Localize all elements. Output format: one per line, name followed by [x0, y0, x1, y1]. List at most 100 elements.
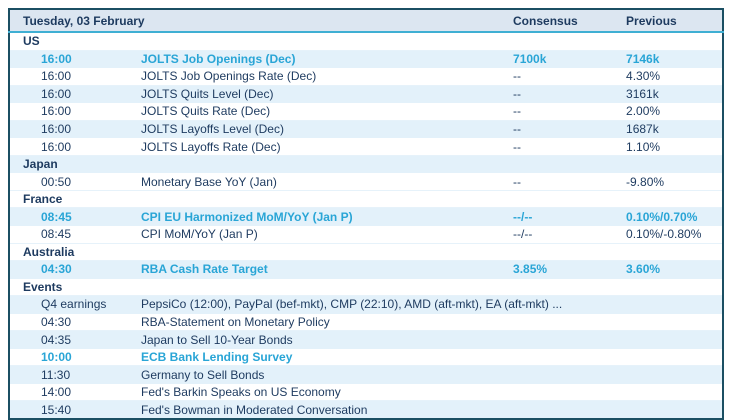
event-row: 00:50 Monetary Base YoY (Jan) -- -9.80%	[9, 172, 724, 191]
section-row: France	[9, 190, 724, 209]
previous-cell: -9.80%	[626, 172, 724, 191]
section-label: France	[9, 190, 724, 209]
time-cell: Q4 earnings	[9, 295, 141, 314]
event-cell: JOLTS Layoffs Rate (Dec)	[141, 137, 514, 156]
event-cell: Germany to Sell Bonds	[141, 365, 514, 384]
section-row: Events	[9, 278, 724, 297]
previous-cell: 3.60%	[626, 260, 724, 279]
time-cell: 16:00	[9, 67, 141, 86]
consensus-cell: --	[513, 102, 627, 121]
event-row: 10:00 ECB Bank Lending Survey	[9, 348, 724, 367]
section-label: Australia	[9, 243, 724, 262]
previous-cell	[626, 348, 724, 367]
section-label: US	[9, 32, 724, 51]
previous-column-header: Previous	[626, 9, 724, 33]
time-cell: 04:30	[9, 313, 141, 332]
previous-cell	[626, 365, 724, 384]
time-cell: 16:00	[9, 50, 141, 69]
time-cell: 08:45	[9, 207, 141, 227]
consensus-cell	[513, 330, 627, 349]
event-row: 16:00 JOLTS Quits Level (Dec) -- 3161k	[9, 85, 724, 104]
consensus-cell: 3.85%	[513, 260, 627, 279]
previous-cell: 0.10%/-0.80%	[626, 225, 724, 244]
time-cell: 00:50	[9, 172, 141, 191]
consensus-cell: 7100k	[513, 50, 627, 69]
event-cell: RBA Cash Rate Target	[141, 260, 514, 279]
event-cell: Fed's Bowman in Moderated Conversation	[141, 400, 514, 420]
consensus-cell: --/--	[513, 207, 627, 227]
event-cell: JOLTS Quits Level (Dec)	[141, 85, 514, 104]
consensus-cell	[513, 383, 627, 402]
previous-cell: 1.10%	[626, 137, 724, 156]
time-cell: 16:00	[9, 120, 141, 139]
page: { "header": { "title": "Tuesday, 03 Febr…	[8, 8, 725, 420]
event-cell: Monetary Base YoY (Jan)	[141, 172, 514, 191]
event-cell: JOLTS Quits Rate (Dec)	[141, 102, 514, 121]
consensus-cell: --	[513, 172, 627, 191]
event-row: 04:30 RBA Cash Rate Target 3.85% 3.60%	[9, 260, 724, 279]
header-row: Tuesday, 03 February Consensus Previous	[9, 9, 724, 33]
event-cell: JOLTS Job Openings Rate (Dec)	[141, 67, 514, 86]
event-row: 08:45 CPI MoM/YoY (Jan P) --/-- 0.10%/-0.80…	[9, 225, 724, 244]
consensus-column-header: Consensus	[513, 9, 627, 33]
consensus-cell	[513, 348, 627, 367]
consensus-cell: --	[513, 67, 627, 86]
time-cell: 16:00	[9, 102, 141, 121]
event-cell: RBA-Statement on Monetary Policy	[141, 313, 514, 332]
section-label: Events	[9, 278, 724, 297]
consensus-cell	[513, 365, 627, 384]
consensus-cell: --	[513, 85, 627, 104]
event-cell: Fed's Barkin Speaks on US Economy	[141, 383, 514, 402]
previous-cell	[626, 330, 724, 349]
section-label: Japan	[9, 155, 724, 174]
time-cell: 14:00	[9, 383, 141, 402]
event-row: 16:00 JOLTS Layoffs Level (Dec) -- 1687k	[9, 120, 724, 139]
event-row: 04:30 RBA-Statement on Monetary Policy	[9, 313, 724, 332]
consensus-cell	[513, 400, 627, 420]
section-row: US	[9, 32, 724, 51]
event-cell: CPI MoM/YoY (Jan P)	[141, 225, 514, 244]
time-cell: 16:00	[9, 137, 141, 156]
event-row: 16:00 JOLTS Quits Rate (Dec) -- 2.00%	[9, 102, 724, 121]
previous-cell	[626, 400, 724, 420]
event-cell: PepsiCo (12:00), PayPal (bef-mkt), CMP (…	[141, 295, 724, 314]
event-row: 16:00 JOLTS Job Openings (Dec) 7100k 7146k	[9, 50, 724, 69]
time-cell: 08:45	[9, 225, 141, 244]
calendar-body: US 16:00 JOLTS Job Openings (Dec) 7100k 7146…	[9, 32, 724, 420]
event-row: 08:45 CPI EU Harmonized MoM/YoY (Jan P) --…	[9, 207, 724, 227]
event-cell: ECB Bank Lending Survey	[141, 348, 514, 367]
time-cell: 16:00	[9, 85, 141, 104]
previous-cell: 1687k	[626, 120, 724, 139]
calendar-header: Tuesday, 03 February Consensus Previous	[9, 9, 724, 33]
consensus-cell: --	[513, 120, 627, 139]
event-row: 15:40 Fed's Bowman in Moderated Conversat…	[9, 400, 724, 420]
time-cell: 15:40	[9, 400, 141, 420]
event-cell: Japan to Sell 10-Year Bonds	[141, 330, 514, 349]
consensus-cell	[513, 313, 627, 332]
previous-cell: 0.10%/0.70%	[626, 207, 724, 227]
date-title: Tuesday, 03 February	[9, 9, 514, 33]
event-cell: JOLTS Job Openings (Dec)	[141, 50, 514, 69]
previous-cell	[626, 313, 724, 332]
time-cell: 04:35	[9, 330, 141, 349]
previous-cell	[626, 383, 724, 402]
event-cell: CPI EU Harmonized MoM/YoY (Jan P)	[141, 207, 514, 227]
economic-calendar: Tuesday, 03 February Consensus Previous …	[8, 8, 725, 420]
event-row: Q4 earnings PepsiCo (12:00), PayPal (bef-…	[9, 295, 724, 314]
time-cell: 04:30	[9, 260, 141, 279]
previous-cell: 3161k	[626, 85, 724, 104]
consensus-cell: --	[513, 137, 627, 156]
event-cell: JOLTS Layoffs Level (Dec)	[141, 120, 514, 139]
time-cell: 10:00	[9, 348, 141, 367]
event-row: 04:35 Japan to Sell 10-Year Bonds	[9, 330, 724, 349]
consensus-cell: --/--	[513, 225, 627, 244]
section-row: Japan	[9, 155, 724, 174]
event-row: 14:00 Fed's Barkin Speaks on US Economy	[9, 383, 724, 402]
time-cell: 11:30	[9, 365, 141, 384]
previous-cell: 4.30%	[626, 67, 724, 86]
previous-cell: 2.00%	[626, 102, 724, 121]
event-row: 16:00 JOLTS Layoffs Rate (Dec) -- 1.10%	[9, 137, 724, 156]
previous-cell: 7146k	[626, 50, 724, 69]
section-row: Australia	[9, 243, 724, 262]
event-row: 16:00 JOLTS Job Openings Rate (Dec) -- 4.30…	[9, 67, 724, 86]
